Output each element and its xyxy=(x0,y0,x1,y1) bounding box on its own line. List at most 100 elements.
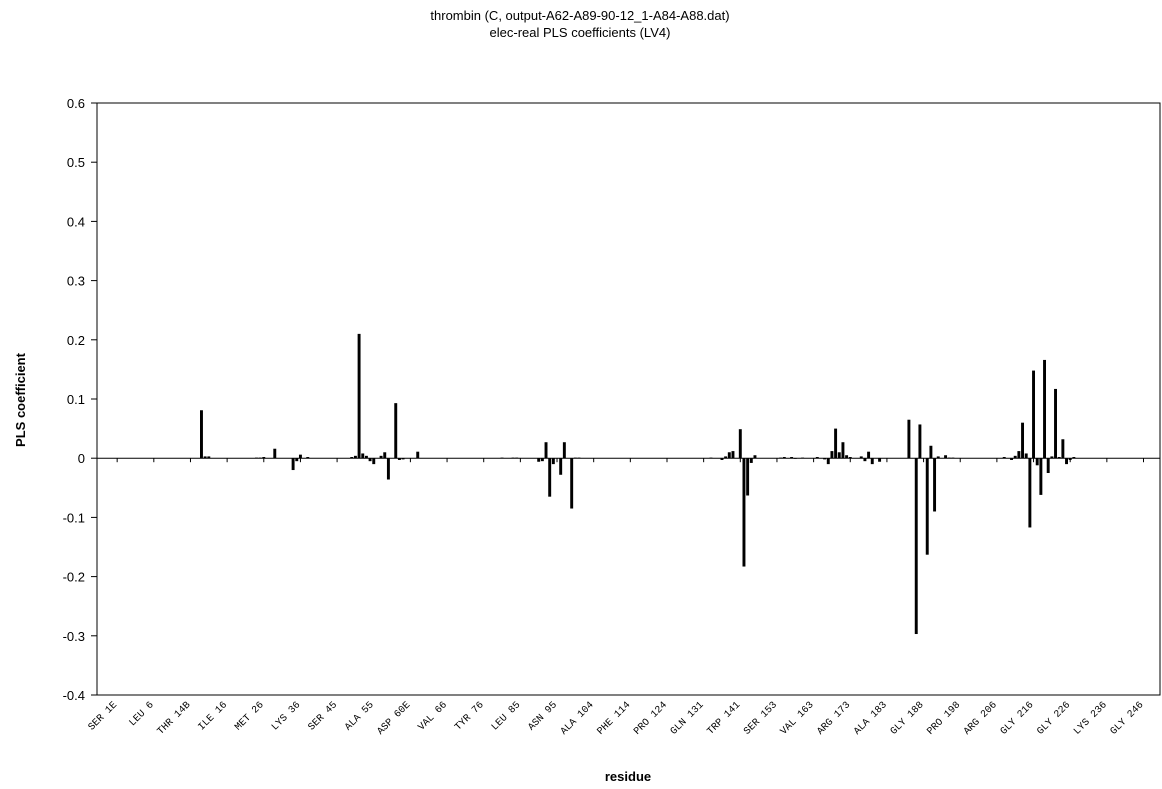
bar xyxy=(258,457,262,459)
bar xyxy=(577,457,581,459)
x-tick-label: ILE 16 xyxy=(197,700,230,733)
x-tick-label: TYR 76 xyxy=(453,700,486,733)
x-tick-label: PRO 124 xyxy=(632,700,669,737)
y-tick-label: -0.2 xyxy=(63,570,85,585)
x-tick-label: GLY 246 xyxy=(1109,700,1146,737)
bar xyxy=(830,451,834,459)
bar xyxy=(203,456,207,459)
bar xyxy=(298,454,302,459)
y-tick-label: -0.3 xyxy=(63,629,85,644)
x-tick-label: LEU 85 xyxy=(490,700,523,733)
bar xyxy=(394,403,398,459)
bar xyxy=(929,445,933,459)
bar xyxy=(1039,458,1043,495)
bar xyxy=(273,448,277,459)
bar xyxy=(383,452,387,459)
bar xyxy=(262,457,266,459)
x-axis-title: residue xyxy=(605,769,651,784)
x-tick-label: GLN 131 xyxy=(669,700,706,737)
bar xyxy=(361,453,365,459)
y-tick-label: -0.4 xyxy=(63,688,85,703)
bar xyxy=(350,457,354,459)
bar xyxy=(1013,455,1017,459)
bar xyxy=(511,457,515,459)
bar xyxy=(1043,359,1047,459)
bar xyxy=(548,458,552,497)
bar xyxy=(867,451,871,459)
bar xyxy=(1046,458,1050,473)
bar xyxy=(386,458,390,480)
y-tick-label: 0.6 xyxy=(67,96,85,111)
bar xyxy=(1068,458,1072,460)
bar xyxy=(848,457,852,459)
bar xyxy=(749,458,753,463)
bar xyxy=(878,458,882,462)
bar xyxy=(306,457,310,459)
bar xyxy=(914,458,918,635)
bar xyxy=(544,442,548,459)
bar xyxy=(570,458,574,509)
plot-frame xyxy=(96,102,1161,696)
bar xyxy=(500,457,504,459)
chart-title: thrombin (C, output-A62-A89-90-12_1-A84-… xyxy=(430,8,729,23)
x-tick-label: SER 153 xyxy=(742,700,779,737)
bar xyxy=(738,429,742,459)
x-tick-label: LYS 36 xyxy=(270,700,303,733)
bar xyxy=(834,428,838,459)
y-tick-label: 0.2 xyxy=(67,333,85,348)
bar xyxy=(837,452,841,459)
bar xyxy=(254,457,258,459)
bar xyxy=(944,455,948,459)
bar xyxy=(870,458,874,465)
y-tick-label: 0 xyxy=(78,451,85,466)
bar xyxy=(947,457,951,459)
bar xyxy=(397,458,401,460)
x-tick-label: SER 1E xyxy=(87,700,120,733)
bar xyxy=(793,458,797,459)
bar xyxy=(1050,456,1054,459)
x-tick-label: LEU 6 xyxy=(128,700,157,729)
bar xyxy=(790,457,794,459)
x-tick-label: GLY 216 xyxy=(999,700,1036,737)
x-tick-label: ARG 206 xyxy=(962,700,999,737)
bar xyxy=(1065,458,1068,465)
x-tick-label: PHE 114 xyxy=(596,700,633,737)
bar xyxy=(559,458,563,475)
y-tick-label: 0.3 xyxy=(67,274,85,289)
x-tick-label: GLY 226 xyxy=(1036,700,1073,737)
bar xyxy=(540,458,544,462)
bar xyxy=(416,451,420,459)
bar xyxy=(841,442,845,459)
x-tick-label: ALA 55 xyxy=(343,700,376,733)
x-tick-label: ASN 95 xyxy=(527,700,560,733)
bar xyxy=(859,456,863,459)
bar xyxy=(1024,453,1028,459)
bar xyxy=(562,442,566,459)
y-tick-label: -0.1 xyxy=(63,510,85,525)
bar xyxy=(537,458,541,462)
bar xyxy=(401,458,405,460)
y-tick-label: 0.4 xyxy=(67,214,85,229)
x-tick-label: SER 45 xyxy=(307,700,340,733)
bar xyxy=(720,458,724,460)
bar xyxy=(826,458,830,465)
x-tick-label: MET 26 xyxy=(233,700,266,733)
bar xyxy=(782,457,786,459)
bar xyxy=(368,458,372,462)
bar xyxy=(291,458,295,471)
bar xyxy=(815,457,819,459)
x-tick-label: THR 14B xyxy=(156,700,193,737)
bar xyxy=(573,457,577,459)
bar xyxy=(801,457,805,459)
x-tick-label: VAL 66 xyxy=(417,700,450,733)
bar xyxy=(1035,458,1039,466)
chart-subtitle: elec-real PLS coefficients (LV4) xyxy=(490,25,671,40)
y-tick-label: 0.5 xyxy=(67,155,85,170)
bar xyxy=(1021,422,1025,459)
bar xyxy=(753,455,757,459)
x-tick-label: PRO 198 xyxy=(926,700,963,737)
bar xyxy=(1054,388,1057,459)
bar xyxy=(200,410,203,459)
bar xyxy=(724,456,728,459)
